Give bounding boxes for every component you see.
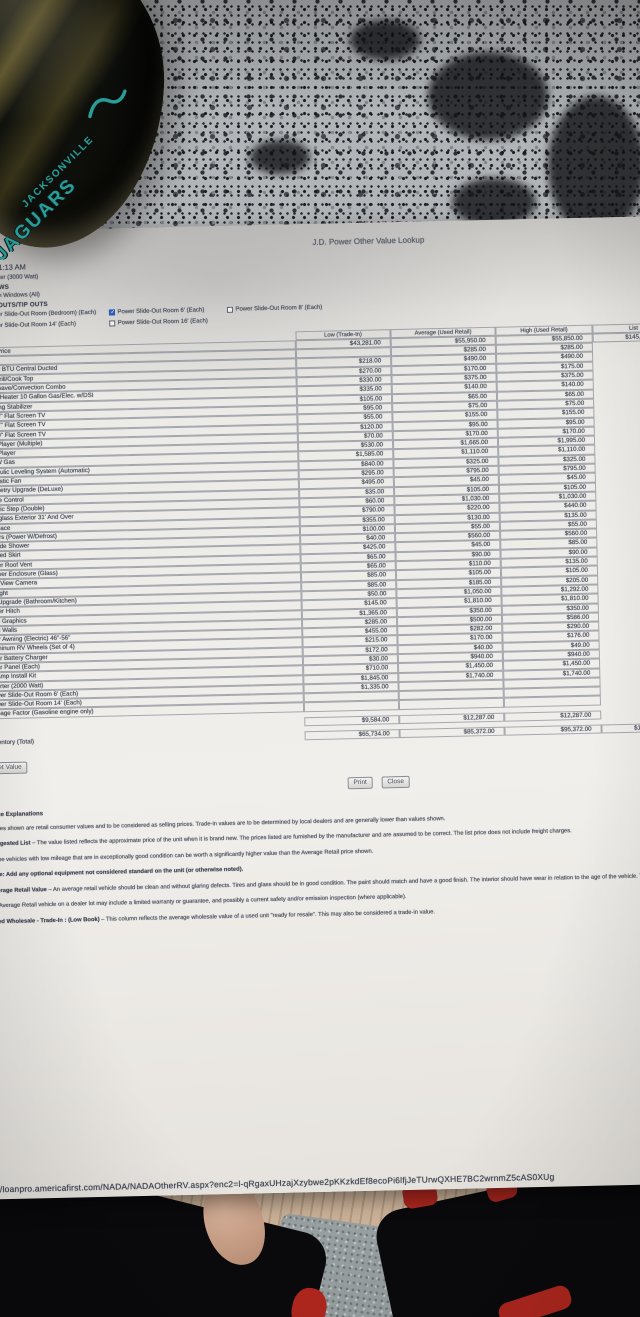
option-room-6[interactable]: Power Slide-Out Room 6' (Each) <box>108 307 227 317</box>
checkbox-label: Power Slide-Out Room 16' (Each) <box>117 318 208 327</box>
granite-dark-patch <box>452 178 536 226</box>
granite-dark-patch <box>250 140 310 174</box>
close-button[interactable]: Close <box>381 775 411 789</box>
granite-dark-patch <box>428 52 548 140</box>
checkbox[interactable] <box>108 309 116 316</box>
value-table: Low (Trade-In) Average (Used Retail) Hig… <box>0 322 640 748</box>
jaguar-logo-icon <box>88 89 127 119</box>
printed-page: J.D. Power Other Value Lookup 0/25, 11:1… <box>0 215 640 1201</box>
checkbox-label: Storm Windows (All) <box>0 292 40 299</box>
option-room-bedroom[interactable]: Power Slide-Out Room (Bedroom) (Each) <box>0 310 109 321</box>
options-rows: $285.00 $285.00 13,500 BTU Central Ducte… <box>0 341 640 720</box>
checkbox-label: Power Slide-Out Room 6' (Each) <box>117 307 205 316</box>
checkbox[interactable] <box>109 320 116 327</box>
paragraph-text: An Average Retail vehicle on a dealer lo… <box>0 894 407 910</box>
granite-dark-patch <box>350 20 420 60</box>
paragraph-lead: Note: Add any optional equipment not con… <box>0 866 244 879</box>
total-low: $65,734.00 <box>304 729 400 741</box>
row-list <box>601 694 640 705</box>
print-button[interactable]: Print <box>347 776 373 790</box>
paragraph-lead: Used Wholesale - Trade-In : (Low Book) <box>0 916 100 926</box>
paragraph-text: Values shown are retail consumer values … <box>0 815 446 833</box>
get-value-button[interactable]: Get Value <box>0 761 28 775</box>
paragraph-text: – This column reflects the average whole… <box>99 909 436 923</box>
granite-dark-patch <box>548 96 640 236</box>
subtotal-list <box>601 708 640 719</box>
paragraph-text: Some vehicles with low mileage that are … <box>0 848 374 864</box>
total-list: $145,495.00 <box>601 722 640 734</box>
printed-content: J.D. Power Other Value Lookup 0/25, 11:1… <box>0 215 640 1200</box>
checkbox[interactable] <box>226 306 234 313</box>
option-room-14[interactable]: Power Slide-Out Room 14' (Each) <box>0 320 109 331</box>
value-explanations: Value Explanations Values shown are reta… <box>0 786 640 927</box>
option-room-16[interactable]: Power Slide-Out Room 16' (Each) <box>109 318 227 328</box>
checkbox-label: Inverter (3000 Watt) <box>0 273 39 281</box>
paragraph-lead: Average Retail Value <box>0 886 47 895</box>
checkbox-label: Power Slide-Out Room 8' (Each) <box>235 304 323 313</box>
total-high: $95,372.00 <box>504 724 602 737</box>
checkbox-label: Power Slide-Out Room (Bedroom) (Each) <box>0 309 97 319</box>
jaguars-can: JACKSONVILLE JAGUARS <box>0 0 174 265</box>
paragraph-lead: Suggested List <box>0 840 31 848</box>
option-room-8[interactable]: Power Slide-Out Room 8' (Each) <box>226 304 323 315</box>
checkbox-label: Power Slide-Out Room 14' (Each) <box>0 321 76 330</box>
total-average: $85,372.00 <box>399 726 505 739</box>
